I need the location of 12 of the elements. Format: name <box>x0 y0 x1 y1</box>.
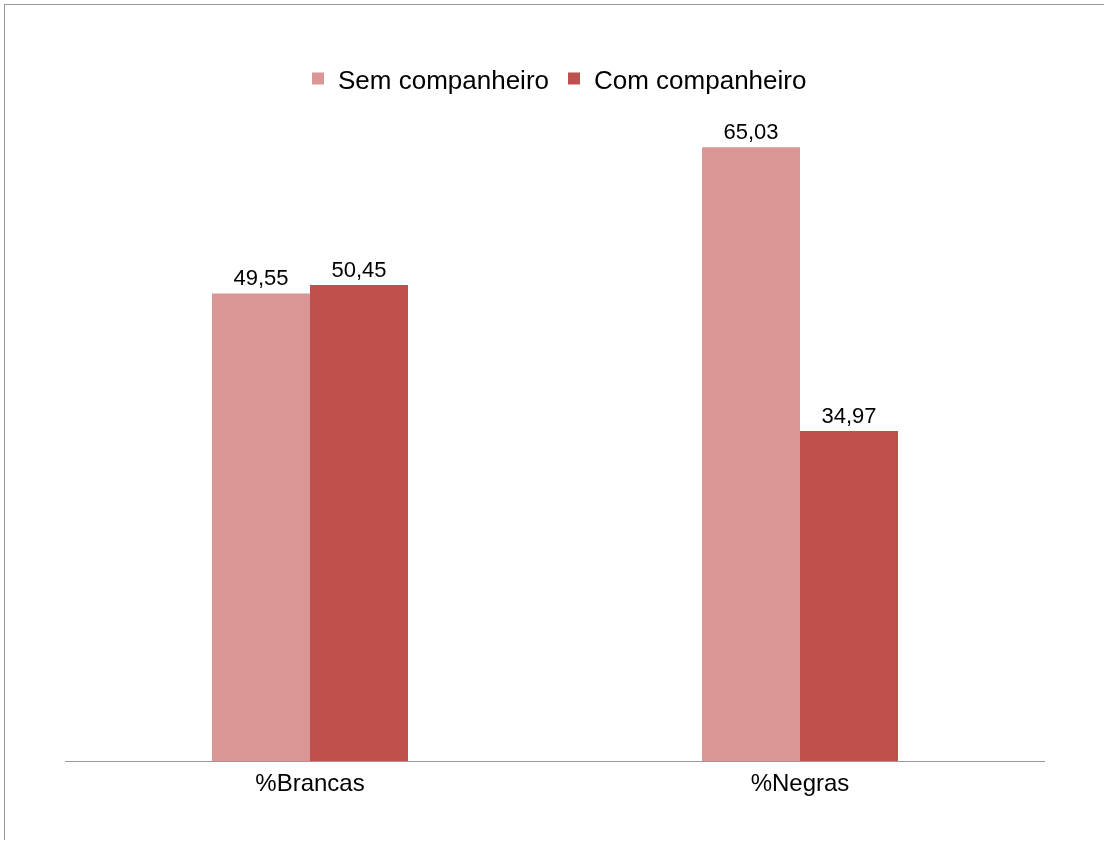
bar <box>212 293 310 761</box>
bar <box>310 284 408 761</box>
legend-label: Sem companheiro <box>338 64 549 95</box>
data-label: 65,03 <box>723 119 779 145</box>
data-label: 49,55 <box>233 265 289 291</box>
bar <box>702 147 800 761</box>
legend-label: Com companheiro <box>594 64 807 95</box>
data-label: 50,45 <box>331 256 387 282</box>
x-tick-label: %Negras <box>750 768 850 796</box>
x-tick-label: %Brancas <box>255 768 365 796</box>
data-label: 34,97 <box>821 402 877 428</box>
bar <box>800 430 898 761</box>
